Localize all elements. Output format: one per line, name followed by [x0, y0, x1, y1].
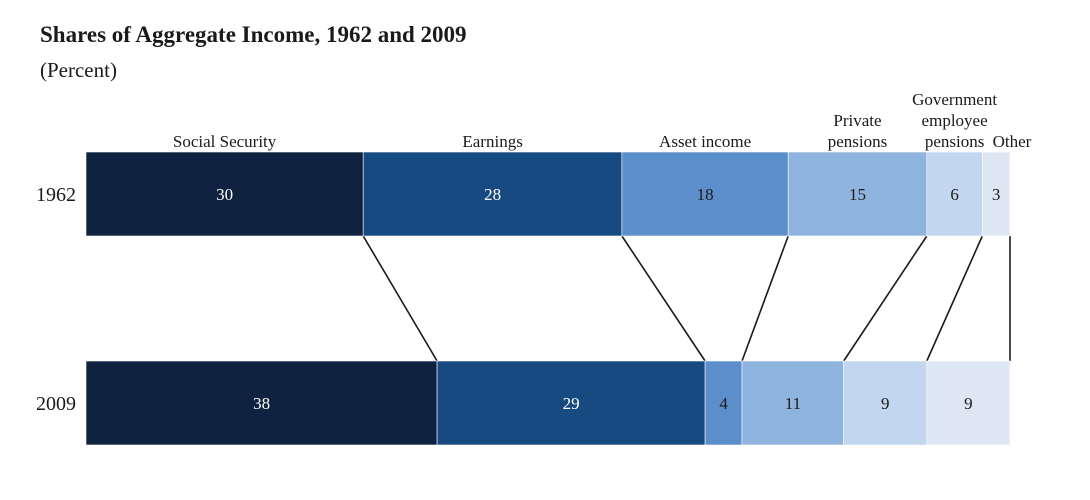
bar-segment [843, 360, 928, 446]
value-label: 11 [785, 394, 801, 413]
bar-segment [981, 151, 1011, 237]
bar-segment [436, 360, 706, 446]
chart-subtitle: (Percent) [40, 58, 117, 82]
chart-title: Shares of Aggregate Income, 1962 and 200… [40, 22, 467, 47]
value-label: 6 [950, 185, 959, 204]
value-label: 3 [992, 185, 1001, 204]
legend-label: Social Security [173, 132, 277, 151]
value-label: 28 [484, 185, 501, 204]
connector-line [926, 235, 984, 362]
legend-label: Other [993, 132, 1032, 151]
bar-segment [926, 360, 1011, 446]
value-label: 9 [881, 394, 890, 413]
bar-segment [85, 151, 364, 237]
legend-label: Earnings [462, 132, 522, 151]
legend-label: Government [912, 90, 997, 109]
value-label: 15 [849, 185, 866, 204]
category-label: 1962 [36, 184, 76, 206]
bar-segment [621, 151, 789, 237]
bar-segment [741, 360, 844, 446]
legend-label: pensions [925, 132, 985, 151]
value-label: 29 [563, 394, 580, 413]
value-label: 18 [697, 185, 714, 204]
bar-segment [362, 151, 623, 237]
value-label: 9 [964, 394, 973, 413]
bar-segment [85, 360, 438, 446]
category-label: 2009 [36, 393, 76, 415]
value-label: 4 [719, 394, 728, 413]
bar-segment [787, 151, 928, 237]
value-label: 30 [216, 185, 233, 204]
legend-label: Private [833, 111, 881, 130]
legend-label: pensions [828, 132, 888, 151]
connector-line [362, 235, 438, 362]
bar-segment [704, 360, 743, 446]
legend-label: Asset income [659, 132, 751, 151]
value-label: 38 [253, 394, 270, 413]
connector-line [741, 235, 789, 362]
bar-segment [926, 151, 983, 237]
connector-line [843, 235, 928, 362]
legend-label: employee [922, 111, 988, 130]
connector-line [621, 235, 706, 362]
